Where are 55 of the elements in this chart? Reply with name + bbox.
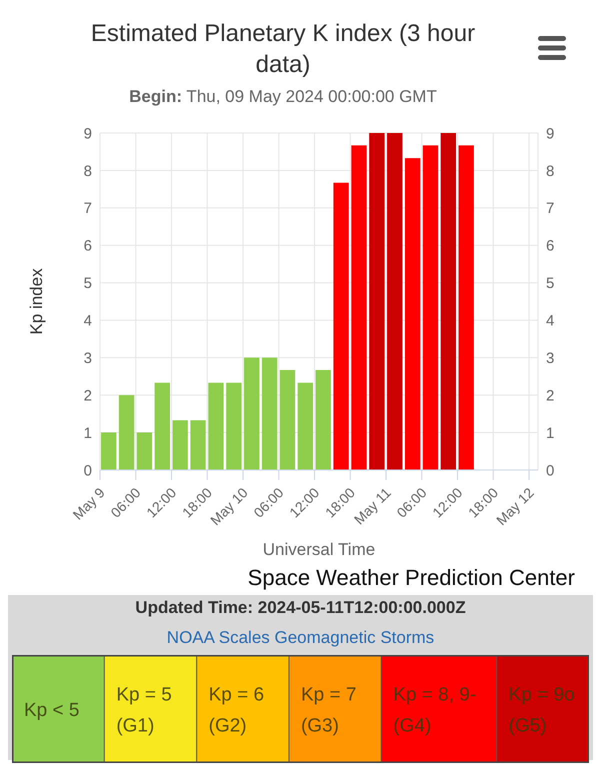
text: Kp = 8, 9- (G4)	[393, 684, 476, 736]
bar	[208, 382, 224, 470]
bar	[333, 182, 349, 470]
y2-tick-label: 8	[546, 162, 554, 180]
bar	[244, 358, 260, 470]
bar	[136, 432, 152, 470]
text: Kp < 5	[24, 700, 80, 721]
y2-tick-label: 9	[546, 125, 554, 142]
y-tick-label: 0	[84, 462, 92, 480]
bar	[422, 145, 438, 470]
text: Kp = 5 (G1)	[116, 684, 172, 736]
text: Kp = 9o (G5)	[508, 684, 575, 736]
x-axis-title: Universal Time	[262, 540, 376, 559]
x-tick-label: May 9	[70, 484, 108, 523]
bar	[172, 420, 188, 470]
y-tick-label: 1	[84, 424, 92, 442]
text: Space Weather Prediction Center	[248, 565, 575, 591]
bar	[226, 382, 242, 470]
y2-tick-label: 1	[546, 424, 554, 442]
y-tick-label: 4	[84, 312, 92, 330]
text: Updated Time: 2024-05-11T12:00:00.000Z	[134, 598, 467, 618]
bar	[101, 432, 116, 470]
bar	[118, 395, 134, 470]
bar	[190, 420, 206, 470]
bar	[458, 145, 474, 470]
bar	[298, 382, 314, 470]
y2-tick-label: 7	[546, 200, 554, 218]
y2-tick-label: 2	[546, 387, 554, 404]
y-tick-label: 3	[84, 350, 92, 367]
y2-tick-label: 0	[546, 462, 554, 480]
bar	[262, 358, 278, 470]
bar	[351, 145, 367, 470]
bar	[154, 382, 170, 470]
y2-tick-label: 4	[546, 312, 554, 330]
bar	[369, 133, 385, 470]
bar	[404, 158, 420, 470]
y-tick-label: 5	[84, 275, 92, 292]
chart-title: Estimated Planetary K index (3 hour data)	[90, 19, 476, 80]
y-tick-label: 9	[84, 125, 92, 142]
bar	[316, 370, 331, 470]
y-tick-label: 2	[84, 387, 92, 404]
text: NOAA Scales Geomagnetic Storms	[166, 628, 436, 648]
y2-tick-label: 6	[546, 238, 554, 255]
text: Kp = 6 (G2)	[208, 684, 264, 736]
y-axis-title: Kp index	[27, 268, 46, 335]
y-tick-label: 8	[84, 162, 92, 180]
bar	[280, 370, 296, 470]
bar	[440, 133, 456, 470]
y2-tick-label: 5	[546, 275, 554, 292]
y2-tick-label: 3	[546, 350, 554, 367]
text: Kp = 7 (G3)	[300, 684, 356, 736]
bar	[387, 133, 402, 470]
chart-subtitle: Begin: Thu, 09 May 2024 00:00:00 GMT	[128, 87, 438, 107]
y-tick-label: 6	[84, 238, 92, 255]
y-tick-label: 7	[84, 200, 92, 218]
